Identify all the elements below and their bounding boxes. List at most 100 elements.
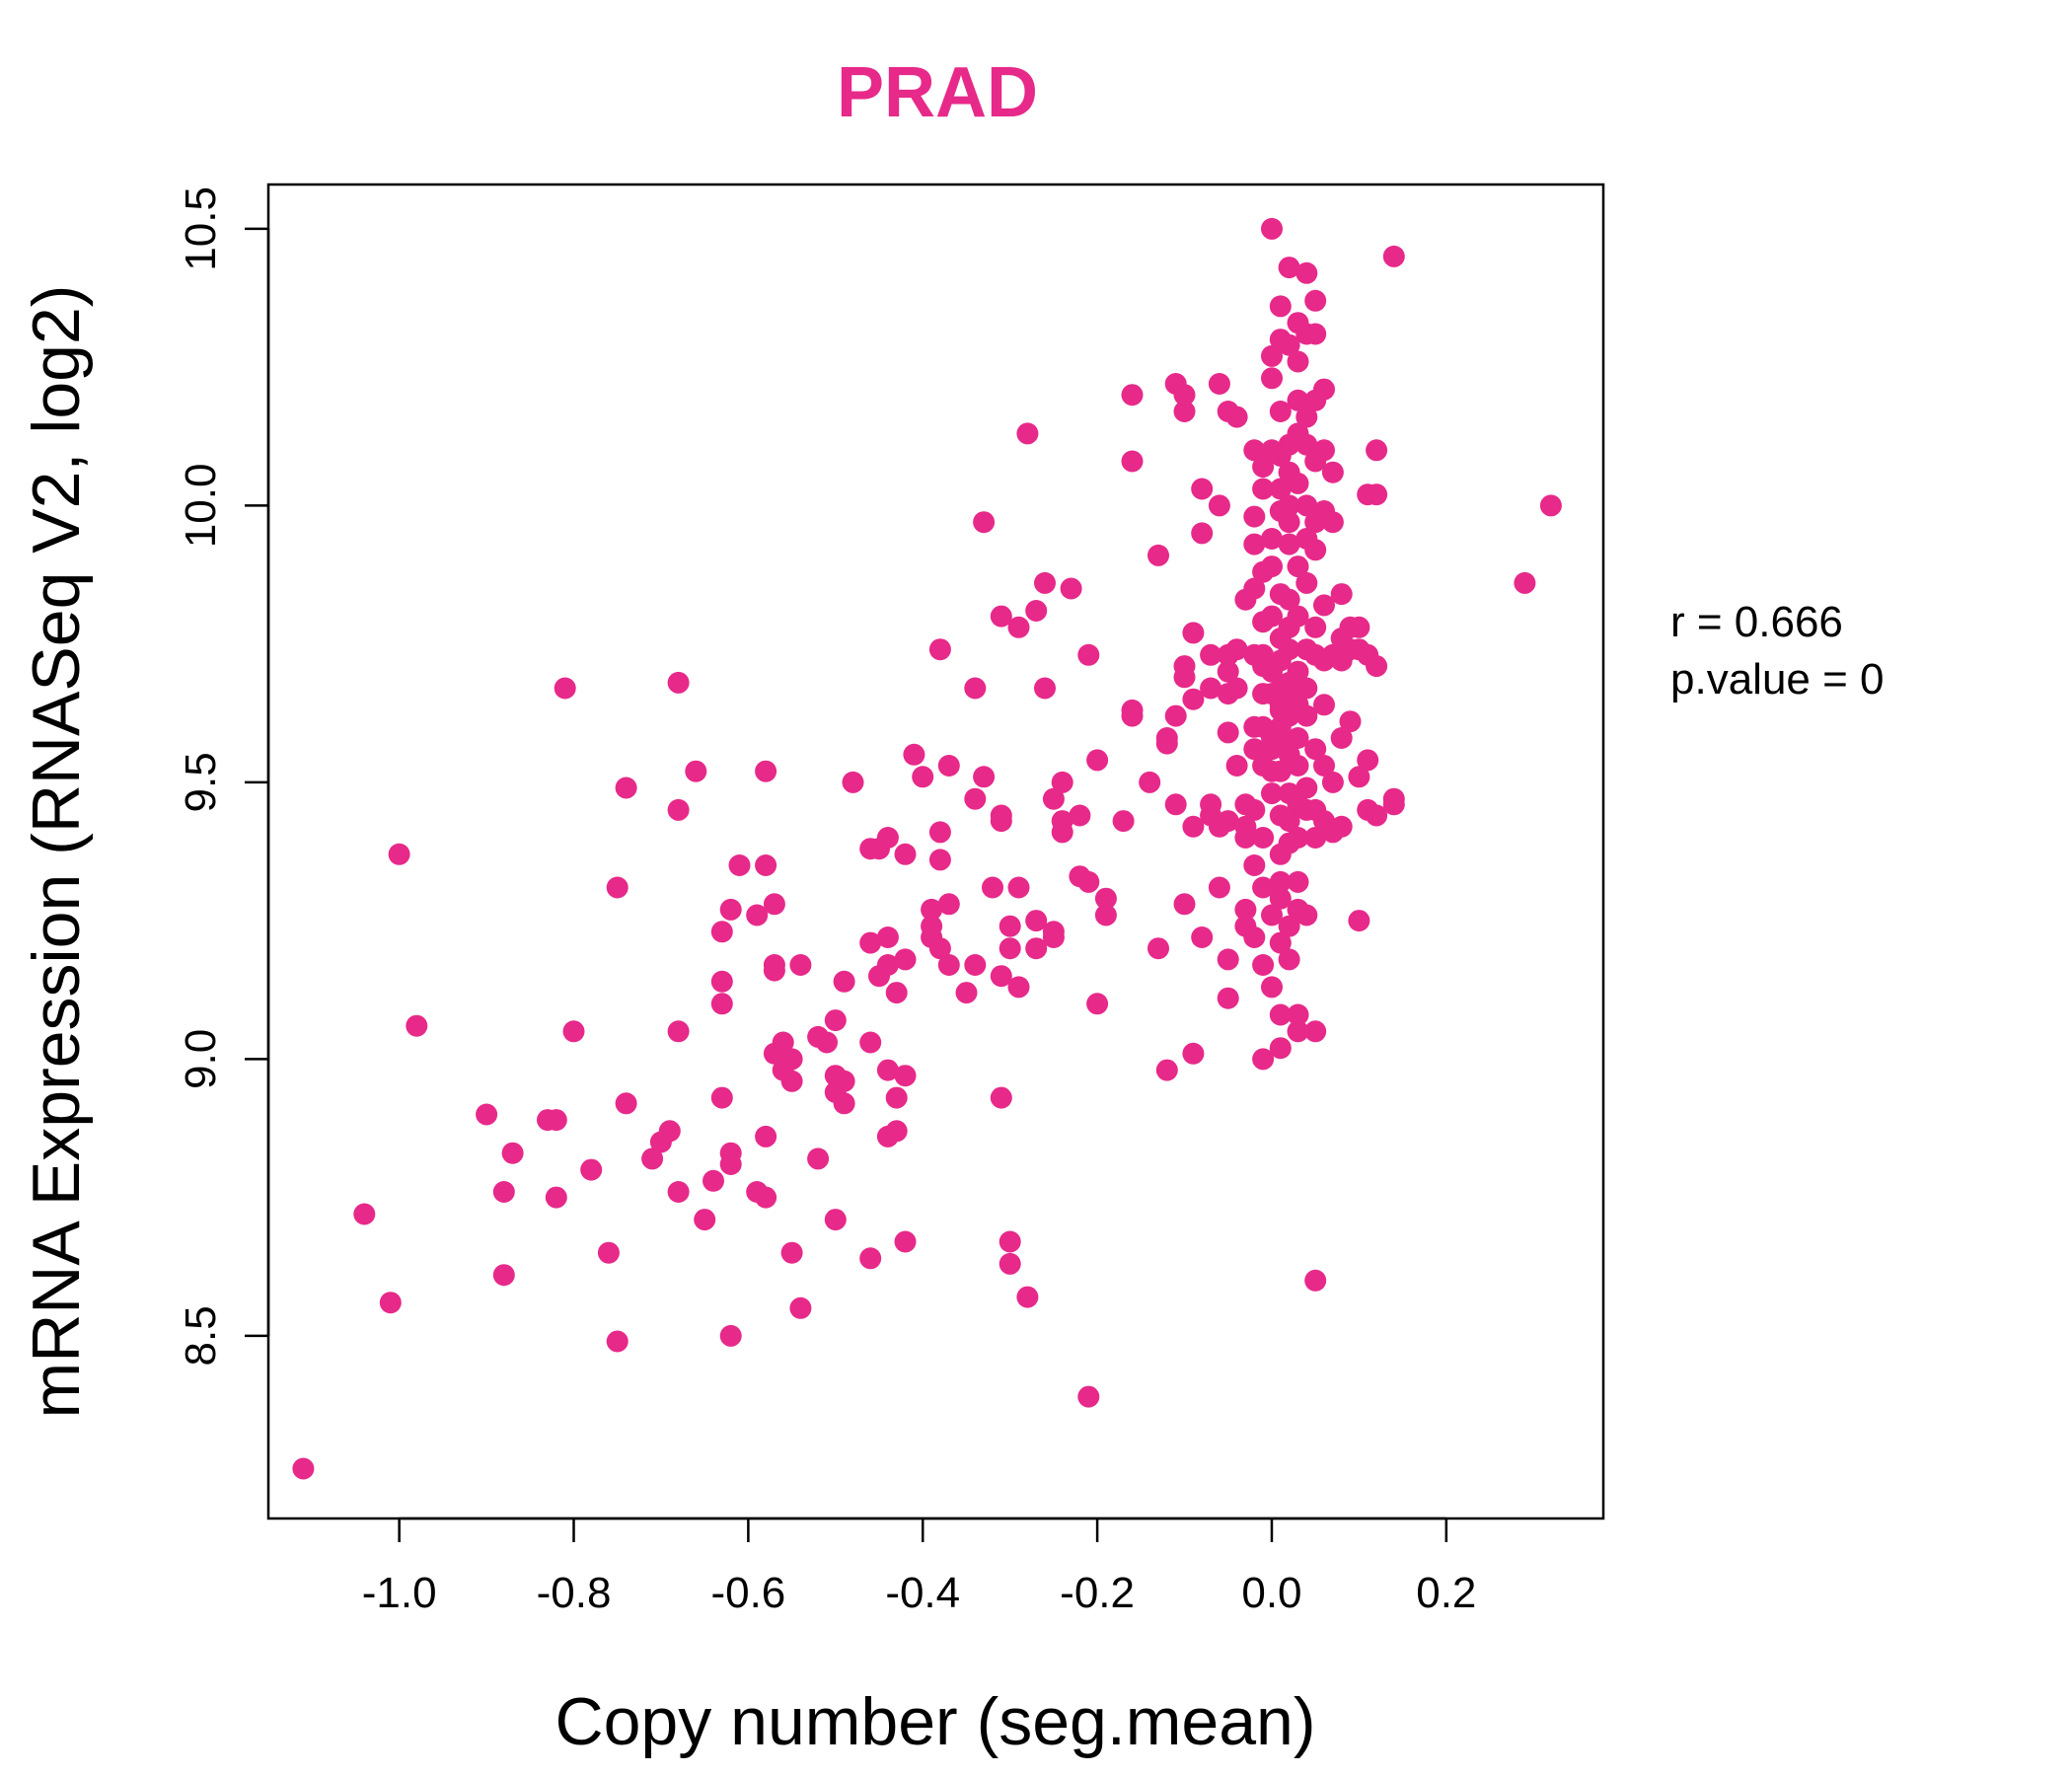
- data-point: [1366, 655, 1388, 678]
- data-point: [807, 1147, 830, 1170]
- data-point: [710, 970, 733, 993]
- data-point: [1164, 793, 1187, 816]
- data-point: [842, 771, 864, 793]
- data-point: [1304, 1020, 1327, 1043]
- data-point: [1147, 937, 1169, 960]
- data-point: [1330, 727, 1353, 749]
- data-point: [1382, 245, 1405, 267]
- data-point: [990, 605, 1012, 628]
- data-point: [1261, 904, 1283, 926]
- data-point: [999, 937, 1021, 960]
- data-point: [1295, 406, 1318, 428]
- data-point: [1261, 605, 1283, 628]
- data-point: [492, 1181, 515, 1203]
- data-point: [1173, 893, 1196, 916]
- data-point: [1225, 677, 1248, 700]
- data-point: [1287, 389, 1309, 411]
- data-point: [1077, 1385, 1100, 1408]
- data-point: [1313, 378, 1335, 401]
- data-point: [1287, 727, 1309, 749]
- data-point: [1173, 666, 1196, 689]
- data-point: [1016, 1286, 1039, 1308]
- data-point: [859, 1031, 882, 1054]
- data-point: [1304, 616, 1327, 638]
- data-point: [1182, 622, 1205, 644]
- data-point: [476, 1103, 498, 1126]
- data-point: [928, 821, 951, 844]
- data-point: [1191, 478, 1214, 500]
- data-point: [1261, 528, 1283, 550]
- data-point: [1287, 605, 1309, 628]
- data-point: [824, 1209, 847, 1231]
- data-point: [903, 743, 925, 766]
- data-point: [894, 1065, 917, 1087]
- data-point: [921, 898, 943, 921]
- data-point: [789, 954, 812, 976]
- data-point: [379, 1292, 402, 1314]
- data-point: [1217, 810, 1239, 833]
- data-point: [1321, 771, 1344, 793]
- data-point: [1348, 766, 1370, 788]
- data-point: [876, 926, 899, 948]
- data-point: [1243, 798, 1266, 821]
- data-point: [763, 893, 785, 916]
- data-point: [1191, 522, 1214, 545]
- data-point: [1147, 544, 1169, 566]
- data-point: [545, 1109, 567, 1132]
- data-point: [501, 1142, 524, 1164]
- data-point: [746, 904, 769, 926]
- y-axis: 8.5 9.0 9.5 10.0 10.5: [177, 186, 270, 1366]
- data-point: [1261, 367, 1283, 390]
- data-point: [990, 810, 1012, 833]
- data-point: [597, 1241, 620, 1264]
- data-point: [719, 1324, 742, 1347]
- data-point: [1155, 1059, 1178, 1081]
- data-point: [833, 1070, 855, 1092]
- data-point: [1208, 494, 1230, 517]
- data-point: [1287, 660, 1309, 683]
- y-tick-label: 10.0: [177, 464, 225, 549]
- data-point: [928, 849, 951, 871]
- data-point: [1304, 289, 1327, 312]
- data-point: [710, 993, 733, 1015]
- data-point: [1086, 993, 1109, 1015]
- data-point: [859, 931, 882, 954]
- data-point: [1121, 384, 1144, 407]
- data-point: [1304, 539, 1327, 561]
- data-point: [1164, 704, 1187, 727]
- data-point: [1217, 948, 1239, 971]
- data-point: [1278, 638, 1300, 661]
- data-point: [1182, 688, 1205, 710]
- data-point: [554, 677, 576, 700]
- data-point: [876, 827, 899, 849]
- data-point: [1269, 295, 1292, 318]
- data-point: [885, 1086, 908, 1109]
- correlation-r-label: r = 0.666: [1670, 598, 1843, 646]
- data-point: [1200, 643, 1222, 666]
- data-point: [1287, 870, 1309, 893]
- data-point: [1339, 710, 1362, 733]
- data-point: [710, 1086, 733, 1109]
- data-point: [894, 1230, 917, 1253]
- data-point: [1217, 660, 1239, 683]
- data-point: [964, 677, 987, 700]
- data-point: [1252, 478, 1275, 500]
- data-point: [1514, 571, 1536, 594]
- data-point: [1278, 948, 1300, 971]
- data-point: [1313, 439, 1335, 462]
- data-point: [1025, 937, 1048, 960]
- data-point: [1225, 406, 1248, 428]
- data-point: [1295, 777, 1318, 799]
- data-point: [937, 954, 960, 976]
- data-point: [928, 937, 951, 960]
- data-point: [685, 760, 707, 782]
- data-point: [1077, 643, 1100, 666]
- data-point: [1060, 577, 1082, 600]
- data-point: [1357, 749, 1379, 772]
- data-point: [876, 954, 899, 976]
- data-point: [1269, 478, 1292, 500]
- data-point: [1182, 815, 1205, 838]
- data-point: [937, 755, 960, 777]
- data-point: [990, 1086, 1012, 1109]
- data-point: [885, 982, 908, 1004]
